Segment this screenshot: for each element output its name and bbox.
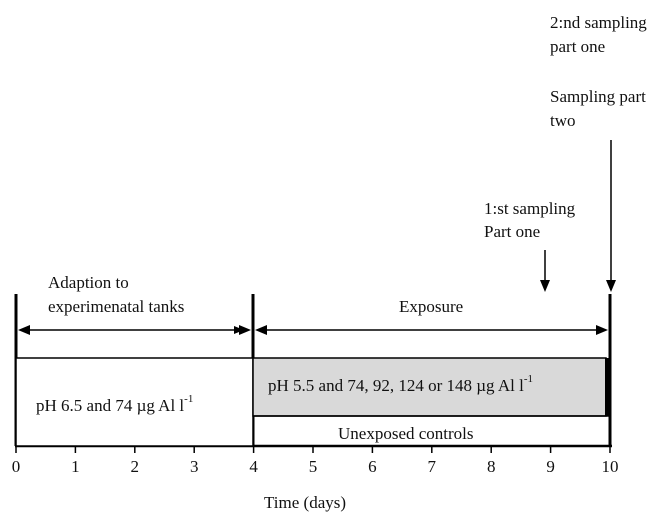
adaption-label-line1: Adaption to	[48, 273, 129, 292]
exposure-box-text: pH 5.5 and 74, 92, 124 or 148 µg Al l	[268, 376, 524, 395]
exposure-label: Exposure	[399, 297, 464, 316]
tick-label-9: 9	[546, 457, 555, 476]
controls-label: Unexposed controls	[338, 424, 474, 443]
tick-label-10: 10	[601, 457, 619, 476]
first-sampling-label-line1: 1:st sampling	[484, 199, 576, 218]
tick-label-2: 2	[130, 457, 140, 476]
first-sampling-label-line2: Part one	[484, 222, 541, 241]
exposure-box-label: pH 5.5 and 74, 92, 124 or 148 µg Al l-1	[268, 373, 533, 396]
tick-label-0: 0	[11, 457, 21, 476]
adaption-arrow-left-head	[18, 325, 30, 335]
tick-label-3: 3	[189, 457, 199, 476]
adaption-box-sup: -1	[184, 393, 194, 406]
adaption-box	[15, 357, 254, 447]
tick-label-1: 1	[71, 457, 80, 476]
second-sampling-label-line2: part one	[550, 37, 606, 56]
adaption-box-label: pH 6.5 and 74 µg Al l-1	[36, 393, 194, 416]
axis-ticks	[15, 446, 611, 453]
second-sampling-label-line1: 2:nd sampling	[550, 13, 647, 32]
tick-label-7: 7	[427, 457, 437, 476]
sampling-two-label-line2: two	[550, 111, 576, 130]
exposure-arrow-right-head	[596, 325, 608, 335]
adaption-box-text: pH 6.5 and 74 µg Al l	[36, 396, 185, 415]
tick-label-8: 8	[486, 457, 496, 476]
exposure-arrow-left-head	[255, 325, 267, 335]
adaption-arrow-right-head	[239, 325, 251, 335]
adaption-label-line2: experimenatal tanks	[48, 297, 185, 316]
exposure-box-edge	[605, 358, 610, 416]
x-axis-label: Time (days)	[264, 493, 347, 512]
sampling-two-label-line1: Sampling part	[550, 87, 646, 106]
first-sampling-arrow-head	[540, 280, 550, 292]
tick-label-6: 6	[368, 457, 377, 476]
second-sampling-arrow-head	[606, 280, 616, 292]
tick-label-5: 5	[308, 457, 318, 476]
tick-label-4: 4	[249, 457, 258, 476]
exposure-box-sup: -1	[523, 373, 533, 386]
